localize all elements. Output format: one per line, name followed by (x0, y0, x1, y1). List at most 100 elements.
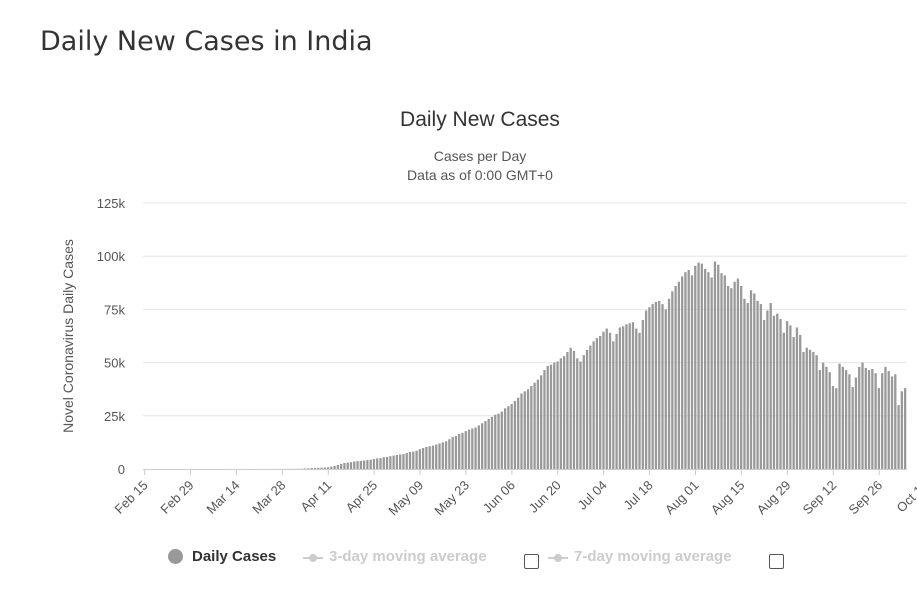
bar[interactable] (703, 268, 707, 469)
bar[interactable] (566, 351, 569, 469)
bar[interactable] (766, 310, 769, 469)
bar[interactable] (710, 277, 713, 469)
bar[interactable] (730, 288, 733, 469)
bar[interactable] (864, 367, 867, 469)
bar[interactable] (389, 456, 392, 469)
bar[interactable] (795, 327, 799, 469)
bar[interactable] (556, 361, 559, 469)
bar[interactable] (861, 362, 864, 469)
bar[interactable] (687, 270, 690, 469)
bar[interactable] (592, 341, 595, 469)
bar[interactable] (471, 428, 474, 469)
bar[interactable] (625, 324, 628, 469)
bar[interactable] (448, 439, 451, 469)
legend-item-daily-cases[interactable]: Daily Cases (168, 548, 280, 568)
bar[interactable] (792, 337, 795, 469)
bar[interactable] (481, 423, 484, 469)
bar[interactable] (595, 338, 599, 469)
bar[interactable] (585, 349, 589, 469)
bar[interactable] (700, 263, 703, 469)
bar[interactable] (523, 391, 526, 469)
bar[interactable] (674, 285, 677, 469)
bar[interactable] (372, 459, 376, 469)
bar[interactable] (844, 370, 848, 469)
bar[interactable] (818, 370, 822, 469)
bar[interactable] (677, 281, 681, 469)
bar[interactable] (543, 370, 546, 469)
bar[interactable] (615, 333, 618, 469)
checkbox-7-day-average[interactable] (769, 554, 784, 569)
bar[interactable] (779, 318, 782, 469)
bar[interactable] (487, 418, 490, 469)
bar[interactable] (477, 425, 481, 469)
bar[interactable] (441, 442, 444, 469)
bar[interactable] (635, 328, 638, 469)
bar[interactable] (746, 303, 749, 469)
bar[interactable] (713, 261, 717, 469)
bar[interactable] (707, 272, 710, 469)
bar[interactable] (887, 371, 890, 469)
bar[interactable] (340, 463, 343, 469)
legend-item-3-day-average[interactable]: 3-day moving average (303, 548, 503, 568)
bar[interactable] (458, 433, 461, 469)
bar[interactable] (690, 275, 694, 469)
bar[interactable] (559, 358, 562, 469)
bar[interactable] (661, 304, 664, 469)
bar[interactable] (658, 300, 661, 469)
bar[interactable] (644, 310, 648, 469)
bar[interactable] (631, 322, 635, 469)
bar[interactable] (366, 460, 369, 469)
bar[interactable] (421, 447, 425, 469)
bar[interactable] (376, 458, 379, 469)
bar[interactable] (385, 456, 389, 469)
bar[interactable] (359, 460, 362, 469)
bar[interactable] (307, 468, 310, 469)
bar[interactable] (553, 362, 556, 469)
bar[interactable] (848, 374, 851, 469)
bar[interactable] (772, 315, 776, 469)
bar[interactable] (599, 336, 602, 469)
bar[interactable] (572, 350, 576, 469)
bar[interactable] (671, 291, 674, 469)
bar[interactable] (720, 273, 723, 469)
bar[interactable] (408, 451, 412, 469)
bar[interactable] (484, 421, 487, 469)
bar[interactable] (808, 349, 812, 469)
legend-item-7-day-average[interactable]: 7-day moving average (548, 548, 748, 568)
bar[interactable] (854, 377, 858, 470)
bar[interactable] (769, 303, 772, 469)
bar[interactable] (503, 408, 507, 469)
bar[interactable] (641, 320, 644, 469)
bar[interactable] (608, 332, 612, 469)
bar[interactable] (871, 368, 874, 469)
bar[interactable] (576, 358, 579, 469)
bar[interactable] (461, 432, 464, 469)
bar[interactable] (723, 275, 726, 469)
bar[interactable] (881, 373, 884, 469)
bar[interactable] (349, 462, 353, 469)
bar[interactable] (320, 467, 323, 469)
bar[interactable] (467, 429, 471, 469)
bar[interactable] (428, 446, 431, 469)
bar[interactable] (628, 323, 631, 469)
bar[interactable] (841, 366, 844, 469)
bar[interactable] (851, 387, 854, 469)
bar[interactable] (392, 455, 395, 469)
bar[interactable] (530, 386, 533, 469)
bar[interactable] (903, 388, 907, 469)
bar[interactable] (828, 372, 831, 469)
bar[interactable] (507, 406, 510, 469)
bar[interactable] (605, 328, 608, 469)
bar[interactable] (379, 458, 382, 469)
bar[interactable] (517, 397, 520, 469)
bar[interactable] (415, 450, 418, 469)
bar[interactable] (733, 281, 736, 469)
bar[interactable] (438, 443, 441, 469)
bar[interactable] (369, 459, 372, 469)
bar[interactable] (497, 413, 500, 469)
bar[interactable] (533, 382, 536, 469)
bar[interactable] (562, 356, 566, 469)
bar[interactable] (536, 379, 540, 469)
bar[interactable] (412, 451, 415, 469)
bar[interactable] (549, 364, 553, 469)
